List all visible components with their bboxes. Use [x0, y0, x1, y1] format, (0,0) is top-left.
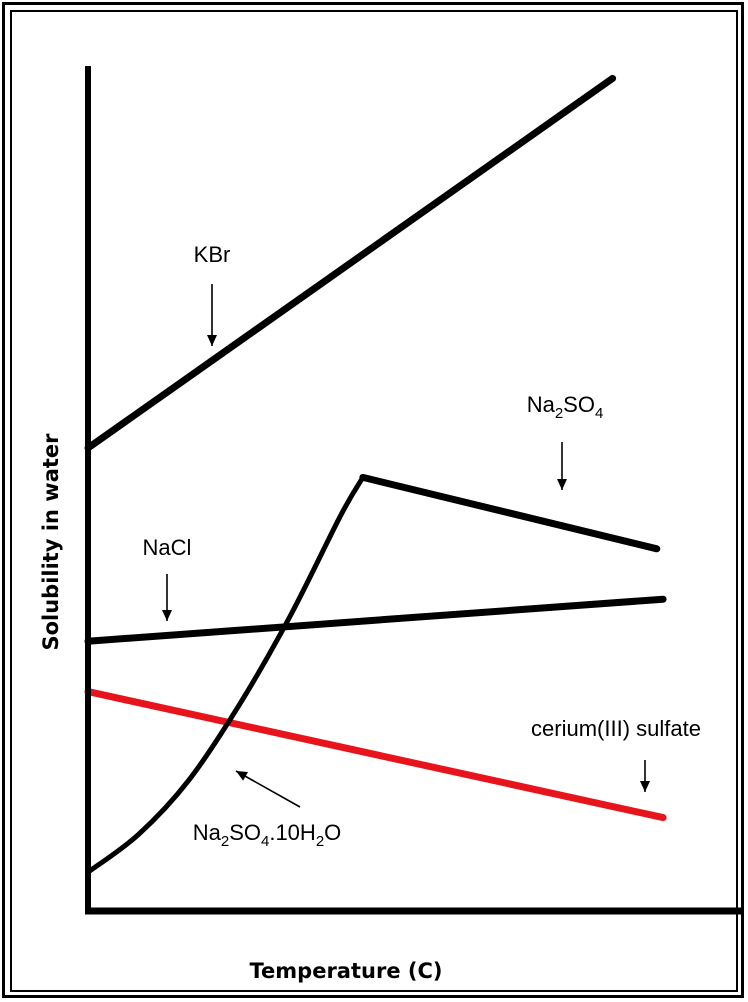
- series-line-na2so4-10h2o: [85, 474, 366, 875]
- label-kbr: KBr: [194, 242, 231, 267]
- arrowhead-kbr: [207, 335, 217, 346]
- label-decahydrate: Na2SO4.10H2O: [193, 820, 342, 850]
- series-line-na2so4: [359, 473, 661, 553]
- arrow-decahydrate: [235, 770, 301, 808]
- arrowhead-na2so4: [557, 479, 567, 490]
- arrowhead-decahydrate: [236, 771, 248, 781]
- arrowhead-nacl: [162, 610, 172, 621]
- x-axis-title: Temperature (C): [250, 959, 443, 983]
- label-nacl: NaCl: [143, 535, 192, 560]
- axes-layer: [85, 66, 741, 915]
- label-cerium: cerium(III) sulfate: [531, 716, 701, 741]
- series-line-nacl: [84, 595, 667, 645]
- arrowhead-cerium: [640, 781, 650, 792]
- y-axis-title: Solubility in water: [39, 433, 63, 651]
- series-line-kbr: [84, 74, 617, 452]
- annotation-layer: KBr Na2SO4 NaCl cerium(III) sulfate Na2SO4.1…: [143, 242, 701, 850]
- inner-frame: [10, 10, 738, 992]
- label-na2so4: Na2SO4: [527, 392, 604, 422]
- series-line-cerium-iii-sulfate: [84, 688, 667, 822]
- series-layer: [84, 74, 667, 875]
